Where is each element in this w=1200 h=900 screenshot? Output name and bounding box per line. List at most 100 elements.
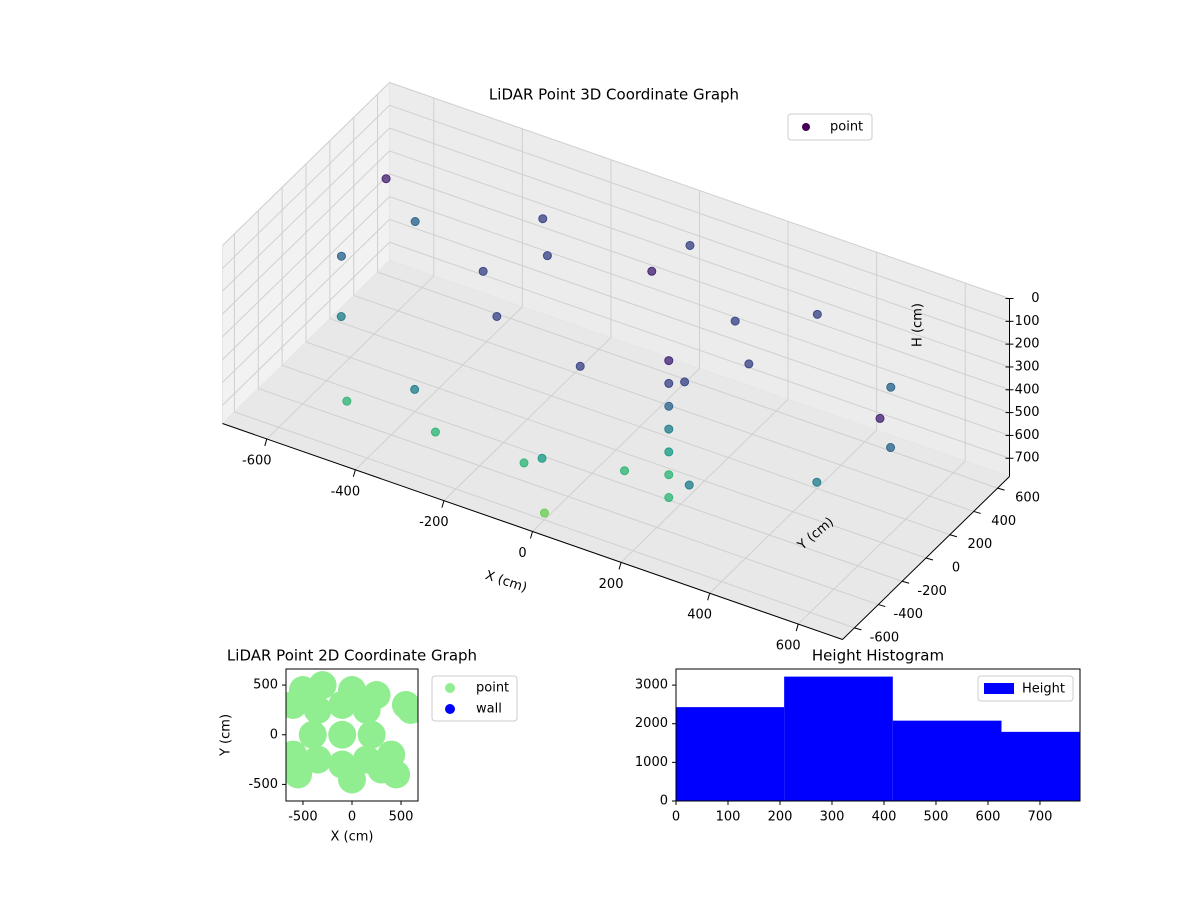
point — [537, 453, 547, 463]
tick-mark — [925, 557, 934, 561]
x-tick-label: 200 — [768, 810, 793, 825]
point — [664, 447, 674, 457]
grid-line — [222, 82, 390, 246]
tick-mark — [441, 500, 445, 508]
x-axis-label: X (cm) — [483, 568, 529, 596]
grid-line — [389, 150, 1010, 368]
point — [410, 384, 420, 394]
y-tick-label: 2000 — [635, 716, 668, 731]
x-tick-label: -500 — [288, 810, 318, 825]
y-axis-label: Y (cm) — [219, 714, 234, 757]
point — [338, 676, 366, 705]
point — [875, 413, 885, 423]
point — [664, 401, 674, 411]
point — [886, 382, 896, 392]
point — [538, 214, 548, 224]
z-tick-label: 0 — [1031, 291, 1039, 306]
point — [357, 720, 386, 749]
y-tick-label: 0 — [270, 727, 278, 742]
x-tick-label: 0 — [518, 546, 526, 561]
tick-mark — [997, 487, 1005, 491]
grid-line — [389, 127, 1010, 345]
tick-mark — [795, 623, 799, 632]
point — [381, 174, 391, 184]
grid-line — [222, 104, 390, 269]
grid-line — [389, 104, 1010, 322]
point — [664, 424, 674, 434]
tick-mark — [618, 562, 622, 570]
bar — [784, 676, 893, 801]
grid-line — [222, 150, 390, 315]
grid-line — [234, 411, 855, 629]
bar — [892, 720, 1002, 801]
x-tick-label: 300 — [820, 810, 845, 825]
point — [886, 443, 896, 453]
point — [680, 377, 690, 387]
z-tick-label: 500 — [1015, 405, 1040, 420]
x-tick-label: 500 — [389, 810, 414, 825]
tick-mark — [973, 510, 981, 514]
axes-frame — [675, 668, 1081, 802]
point — [542, 251, 552, 261]
grid-line — [222, 219, 390, 383]
x-tick-label: 600 — [976, 810, 1001, 825]
point — [730, 316, 740, 326]
point — [620, 466, 629, 476]
plot-area — [286, 671, 418, 794]
axis-line — [842, 476, 1010, 640]
legend-marker — [445, 704, 455, 714]
axis-line — [222, 423, 843, 640]
x-tick-label: 400 — [872, 810, 897, 825]
grid-line — [353, 294, 974, 512]
y-tick-label: 500 — [253, 678, 278, 693]
z-axis-label: H (cm) — [911, 303, 926, 347]
point — [519, 458, 529, 468]
point — [328, 720, 357, 749]
point — [664, 493, 674, 503]
point — [664, 470, 674, 480]
x-tick-label: 200 — [599, 577, 624, 592]
point — [492, 311, 502, 321]
grid-line — [329, 318, 951, 536]
y-tick-label: -500 — [248, 777, 278, 792]
legend-box — [787, 113, 873, 141]
chart-title: LiDAR Point 3D Coordinate Graph — [489, 86, 739, 104]
legend-label: point — [476, 681, 509, 696]
x-tick-label: 400 — [687, 608, 712, 623]
legend-label: Height — [1022, 682, 1065, 697]
x-axis-label: X (cm) — [331, 830, 374, 845]
z-tick-label: 300 — [1015, 359, 1040, 374]
y-tick-label: 200 — [967, 537, 992, 552]
y-tick-label: 400 — [991, 514, 1016, 529]
x-tick-label: 100 — [716, 810, 741, 825]
legend-marker — [802, 123, 810, 131]
tick-mark — [352, 469, 356, 477]
point — [382, 760, 411, 789]
point — [308, 671, 337, 700]
grid-line — [222, 196, 390, 360]
bar — [676, 707, 785, 801]
x-tick-label: -400 — [331, 484, 361, 499]
point — [664, 356, 674, 366]
legend-marker — [445, 683, 455, 693]
point — [478, 266, 488, 276]
chart-title: LiDAR Point 2D Coordinate Graph — [227, 647, 477, 665]
x-tick-label: 600 — [776, 639, 801, 654]
point — [303, 745, 332, 774]
point — [286, 690, 308, 719]
point — [336, 312, 346, 322]
tick-mark — [530, 531, 533, 539]
tick-mark — [902, 580, 910, 584]
point — [812, 477, 822, 487]
y-tick-label: -200 — [917, 584, 947, 599]
legend-label: wall — [476, 702, 502, 717]
y-tick-label: 3000 — [635, 678, 668, 693]
grid-line — [258, 388, 879, 606]
grid-line — [222, 241, 390, 406]
tick-mark — [854, 627, 862, 631]
grid-line — [222, 173, 390, 338]
point — [539, 508, 549, 518]
point — [684, 480, 694, 490]
